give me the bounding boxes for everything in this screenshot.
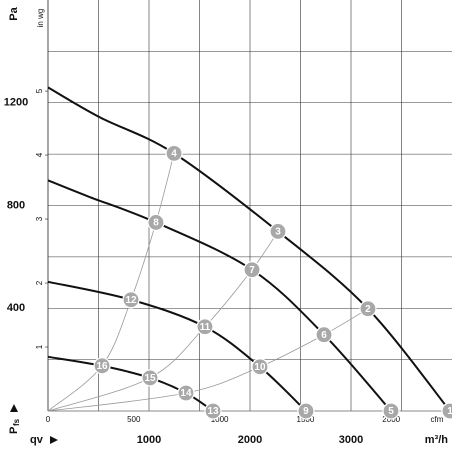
fan-curve [47,179,392,412]
point-label: 13 [207,406,219,417]
y-label: Pa [8,6,20,20]
arrow [10,404,18,412]
y-symbol: P fs [8,404,21,434]
point-label: 16 [96,361,108,372]
point-label: 1 [447,406,452,417]
point-label: 3 [275,227,281,238]
x2-tick-label: 1500 [297,415,315,424]
operating-point [147,213,165,232]
operating-point [315,326,333,344]
operating-point [141,369,159,387]
point-label: 12 [125,295,137,306]
point-label: 6 [321,330,327,341]
x2-label: cfm [431,415,444,424]
operating-point [269,222,287,241]
point-label: 11 [200,322,211,333]
x-tick-label: 2000 [238,434,262,446]
operating-point [177,384,195,402]
x2-tick-label: 1000 [211,415,229,424]
point-label: 4 [171,148,177,159]
y-tick-label: 1200 [4,97,28,109]
y-tick-label: 400 [7,302,25,314]
x2-tick-label: 2000 [382,415,400,424]
point-label: 8 [153,218,159,229]
operating-point [441,402,452,420]
operating-point [93,357,111,375]
fan-curve [47,86,451,412]
y2-label: in wg [36,9,45,28]
point-label: 10 [254,362,266,373]
y2-tick-label: 3 [35,216,44,221]
y2-tick-label: 5 [35,88,44,93]
operating-point [243,261,261,279]
point-label: 9 [303,406,309,417]
x-tick-label: 3000 [339,434,363,446]
x2-tick-label: 0 [46,415,51,424]
point-label: 15 [144,373,156,384]
y2-tick-label: 1 [35,344,44,349]
x2-tick-label: 500 [127,415,141,424]
x-unit: m³/h [425,434,449,446]
operating-point [204,402,222,420]
point-label: 7 [249,265,255,276]
x-tick-label: 1000 [137,434,161,446]
operating-point [297,402,315,420]
point-label: 5 [388,406,394,417]
operating-point [251,358,269,376]
point-label: 2 [365,304,371,315]
operating-point [122,291,140,309]
y-symbol-subscript: fs [12,418,21,426]
operating-point [165,144,183,162]
operating-point [196,318,214,336]
point-label: 14 [180,388,192,399]
operating-point [359,300,377,318]
y-tick-label: 800 [7,199,25,211]
y2-tick-label: 2 [35,280,44,285]
y2-tick-label: 4 [35,152,44,157]
x-label: qv [30,434,44,446]
y-symbol-text: P [8,427,20,434]
operating-point [382,402,400,420]
arrow [50,436,58,444]
